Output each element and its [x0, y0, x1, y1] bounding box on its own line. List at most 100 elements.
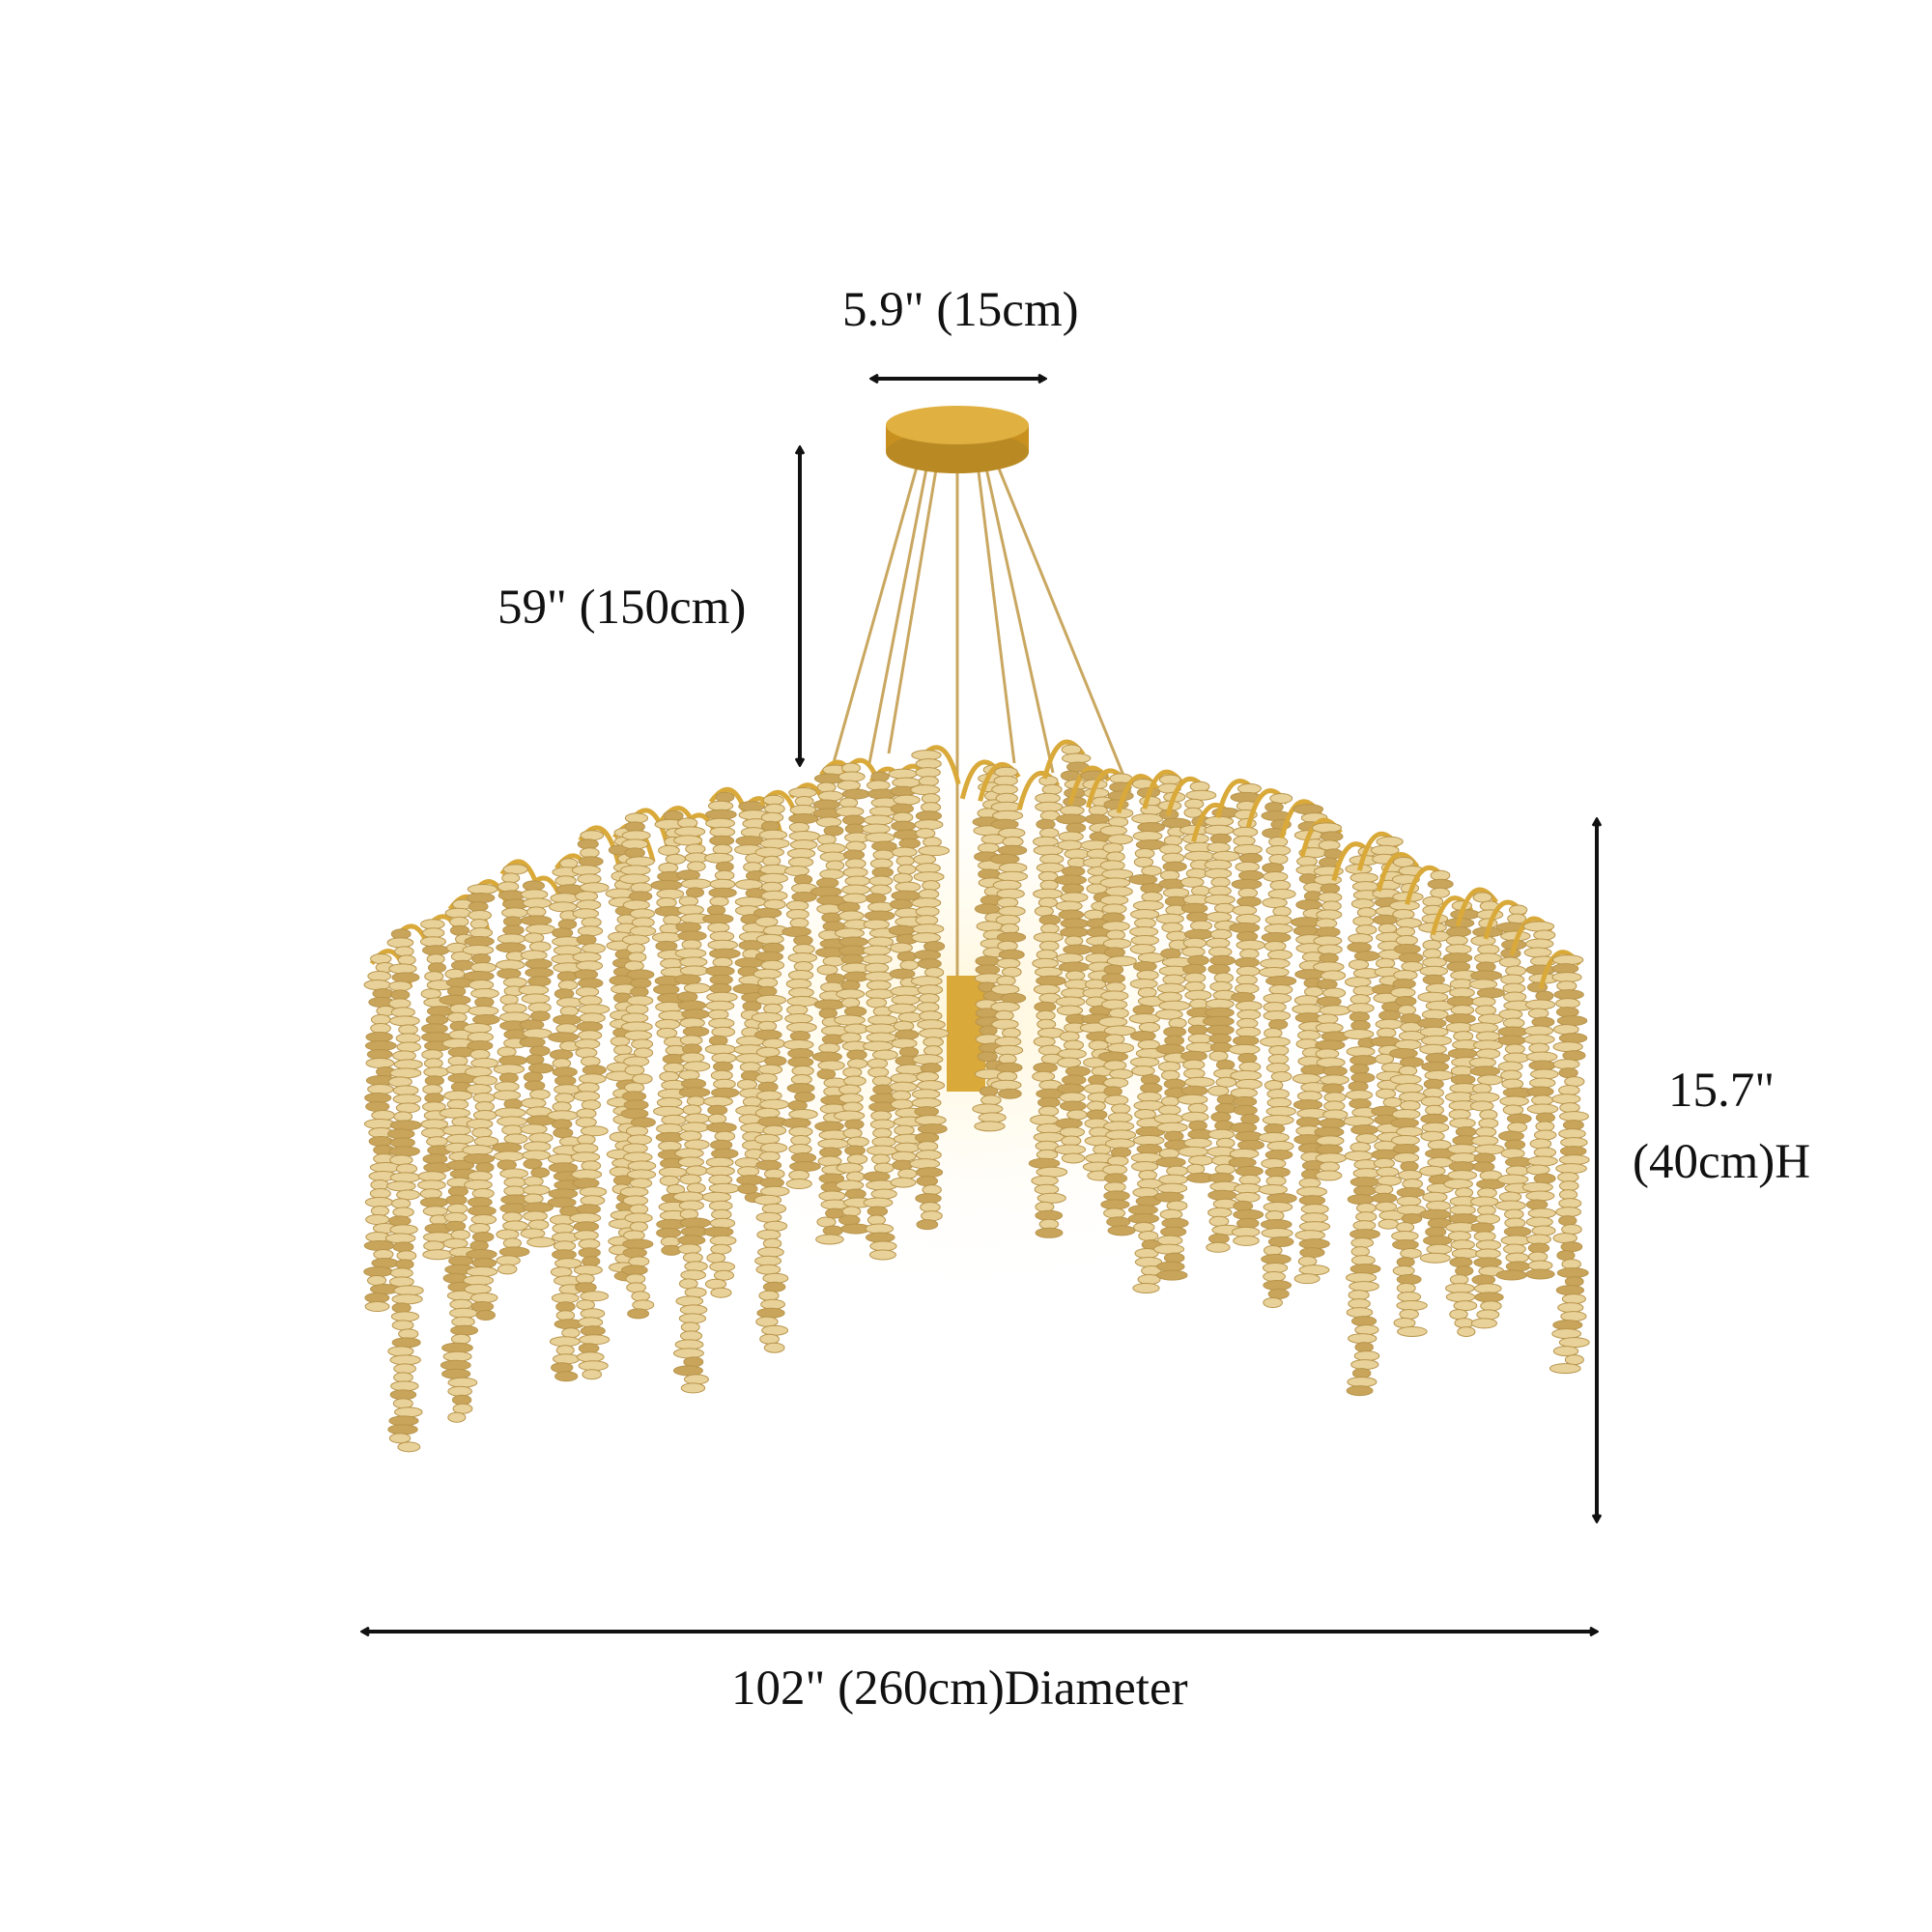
crystal	[580, 1325, 606, 1337]
crystal	[754, 846, 784, 858]
crystal	[888, 924, 916, 936]
crystal	[493, 1151, 526, 1162]
crystal	[1236, 1217, 1260, 1229]
crystal	[916, 1176, 939, 1187]
crystal	[623, 1056, 650, 1067]
crystal	[869, 884, 893, 895]
crystal	[1235, 982, 1260, 994]
crystal	[891, 1151, 917, 1162]
crystal	[1470, 935, 1496, 947]
crystal	[497, 1264, 518, 1275]
crystal	[1348, 1333, 1378, 1345]
crystal	[915, 767, 941, 779]
crystal	[1349, 1011, 1370, 1023]
crystal	[466, 892, 496, 903]
crystal	[871, 867, 895, 878]
crystal	[1504, 1208, 1524, 1220]
crystal	[1370, 844, 1400, 856]
crystal	[781, 926, 811, 938]
crystal	[365, 1032, 393, 1043]
suspension-cord	[867, 463, 929, 764]
crystal	[569, 1212, 602, 1224]
crystal	[816, 834, 837, 845]
crystal	[679, 965, 709, 977]
crystal	[1350, 1020, 1371, 1032]
crystal	[1529, 1138, 1552, 1150]
crystal	[1263, 992, 1293, 1004]
crystal	[630, 1117, 656, 1128]
crystal	[1184, 850, 1215, 862]
crystal	[760, 890, 788, 901]
crystal	[503, 1098, 524, 1110]
crystal	[624, 1065, 645, 1076]
crystal	[523, 1210, 548, 1222]
crystal	[398, 1328, 419, 1340]
crystal	[863, 919, 890, 930]
crystal	[496, 942, 526, 953]
crystal	[1180, 902, 1208, 914]
crystal	[1132, 1282, 1160, 1293]
crystal	[561, 1327, 581, 1339]
crystal	[469, 1292, 498, 1303]
crystal	[1164, 1130, 1184, 1142]
crystal	[837, 780, 861, 791]
crystal	[1035, 966, 1063, 978]
crystal	[1037, 1105, 1060, 1117]
crystal	[1319, 1005, 1351, 1016]
crystal	[756, 1090, 782, 1101]
crystal	[1344, 1151, 1374, 1162]
crystal	[1038, 827, 1060, 838]
crystal	[1521, 1181, 1553, 1193]
crystal	[499, 1168, 529, 1179]
crystal	[1164, 1035, 1185, 1046]
crystal	[1236, 1139, 1264, 1151]
crystal	[1270, 1070, 1293, 1082]
crystal	[388, 1433, 412, 1444]
crystal	[554, 1371, 579, 1382]
crystal	[1528, 1060, 1556, 1071]
crystal	[502, 977, 527, 988]
crystal	[466, 1248, 497, 1260]
crystal	[1475, 1248, 1501, 1260]
crystal	[1185, 867, 1208, 879]
crystal	[624, 1082, 645, 1094]
crystal	[470, 1213, 497, 1225]
crystal	[1236, 782, 1262, 794]
crystal	[923, 967, 945, 979]
crystal	[1533, 1173, 1556, 1184]
crystal	[788, 1126, 813, 1138]
crystal	[1558, 1128, 1586, 1140]
crystal	[1061, 744, 1082, 755]
crystal	[911, 897, 942, 909]
chandelier	[363, 406, 1590, 1453]
crystal	[825, 860, 845, 871]
crystal	[1061, 883, 1085, 895]
crystal	[580, 1291, 610, 1302]
crystal	[1525, 1199, 1548, 1210]
crystal	[1184, 989, 1212, 1001]
crystal	[1266, 1192, 1297, 1204]
crystal	[1525, 1051, 1558, 1063]
crystal	[743, 862, 763, 873]
crystal	[1103, 1181, 1126, 1193]
crystal	[1503, 1052, 1530, 1064]
crystal	[1501, 1078, 1524, 1090]
crystal	[1297, 1256, 1318, 1267]
crystal	[1389, 899, 1420, 911]
crystal	[1163, 1026, 1187, 1037]
crystal	[678, 895, 699, 907]
crystal	[573, 1091, 601, 1102]
crystal	[1136, 1143, 1163, 1154]
crystal	[1526, 1086, 1554, 1097]
crystal	[1158, 1061, 1181, 1072]
crystal	[552, 927, 574, 939]
crystal	[840, 953, 865, 965]
crystal	[701, 1191, 732, 1203]
crystal	[1343, 1116, 1375, 1127]
crystal	[462, 944, 495, 955]
crystal	[1523, 1025, 1554, 1037]
crystal	[578, 1073, 607, 1085]
crystal	[419, 1188, 442, 1200]
crystal	[445, 1133, 474, 1145]
crystal	[1264, 914, 1293, 925]
